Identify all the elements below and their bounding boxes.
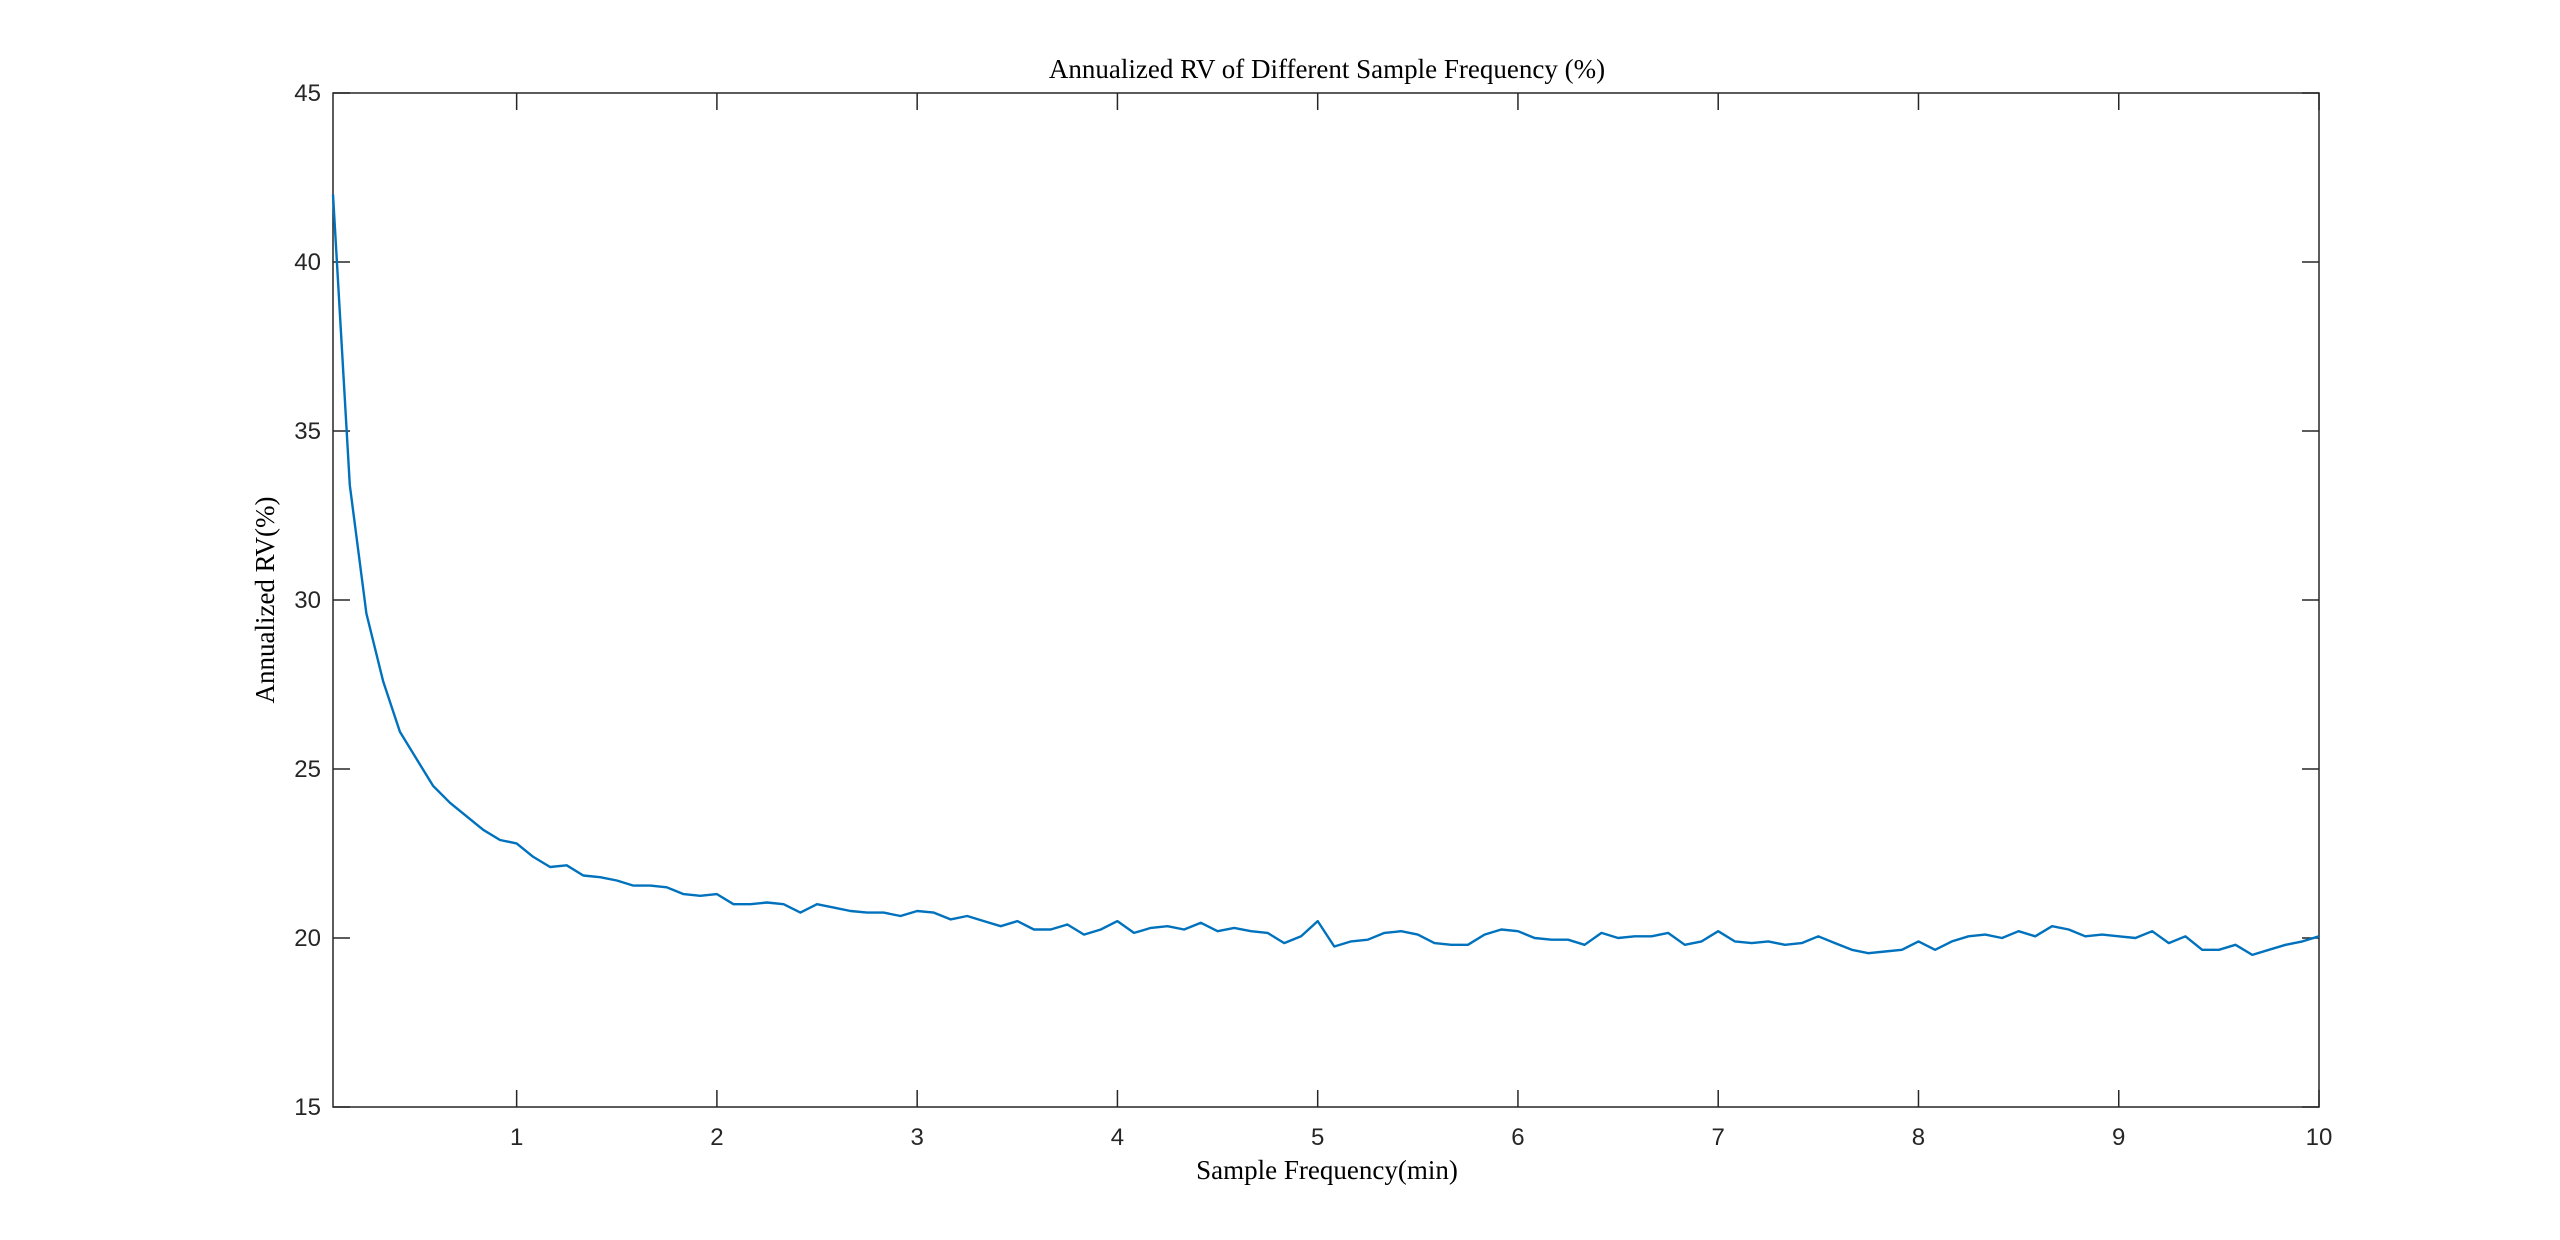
- x-tick-label: 6: [1511, 1124, 1524, 1151]
- y-tick-label: 30: [294, 587, 321, 614]
- y-tick-label: 20: [294, 925, 321, 952]
- x-tick-labels: 1 2 3 4 5 6 7 8 9 10: [510, 1124, 2332, 1151]
- x-tick-label: 4: [1111, 1124, 1124, 1151]
- x-tick-label: 1: [510, 1124, 523, 1151]
- x-tick-label: 3: [910, 1124, 923, 1151]
- x-axis-label: Sample Frequency(min): [1196, 1155, 1458, 1185]
- x-tick-label: 7: [1712, 1124, 1725, 1151]
- y-tick-labels: 15 20 25 30 35 40 45: [294, 80, 321, 1121]
- y-tick-label: 15: [294, 1094, 321, 1121]
- series-line: [331, 194, 2320, 957]
- y-tick-label: 40: [294, 249, 321, 276]
- x-tick-label: 10: [2306, 1124, 2333, 1151]
- y-tick-label: 25: [294, 756, 321, 783]
- x-tick-label: 5: [1311, 1124, 1324, 1151]
- x-tick-label: 2: [710, 1124, 723, 1151]
- y-tick-label: 35: [294, 418, 321, 445]
- y-axis-label: Annualized RV(%): [250, 496, 280, 703]
- chart-title: Annualized RV of Different Sample Freque…: [1049, 54, 1605, 84]
- x-tick-label: 9: [2112, 1124, 2125, 1151]
- x-tick-label: 8: [1912, 1124, 1925, 1151]
- plot-area: [331, 92, 2320, 1108]
- y-tick-label: 45: [294, 80, 321, 107]
